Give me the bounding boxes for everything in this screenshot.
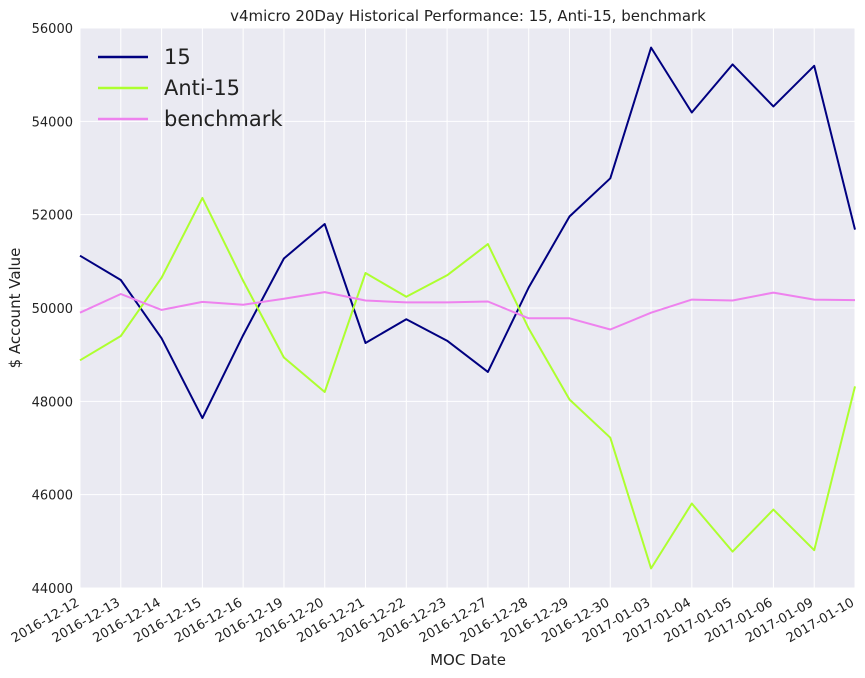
y-axis: 44000 46000 48000 50000 52000 54000 56000 xyxy=(32,22,73,597)
gridlines xyxy=(79,27,856,589)
y-tick-label: 44000 xyxy=(32,582,73,597)
y-tick-label: 48000 xyxy=(32,395,73,410)
y-tick-label: 50000 xyxy=(32,302,73,317)
series-line-anti-15 xyxy=(79,196,856,570)
legend-label-15: 15 xyxy=(164,45,191,69)
y-tick-label: 54000 xyxy=(32,115,73,130)
y-tick-label: 56000 xyxy=(32,22,73,37)
chart-title: v4micro 20Day Historical Performance: 15… xyxy=(230,7,706,25)
legend-label-benchmark: benchmark xyxy=(164,107,283,131)
y-axis-label: $ Account Value xyxy=(6,248,24,369)
x-axis-label: MOC Date xyxy=(430,651,506,669)
series-line-benchmark xyxy=(79,291,856,331)
y-tick-label: 46000 xyxy=(32,489,73,504)
legend: 15 Anti-15 benchmark xyxy=(98,45,283,131)
series-line-15 xyxy=(79,46,856,420)
legend-label-anti-15: Anti-15 xyxy=(164,76,240,100)
x-axis: 2016-12-122016-12-132016-12-142016-12-15… xyxy=(9,595,857,646)
y-tick-label: 52000 xyxy=(32,209,73,224)
series-lines xyxy=(79,46,856,570)
